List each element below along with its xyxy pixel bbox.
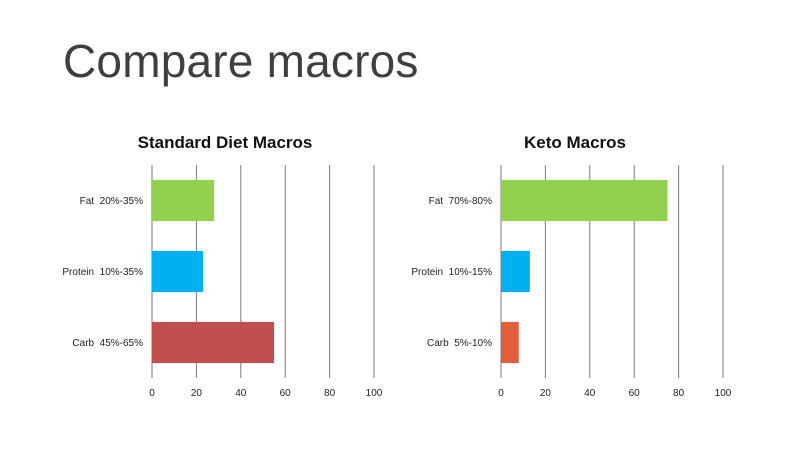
x-tick-label: 0 (149, 388, 155, 399)
category-label: Carb 5%-10% (427, 338, 492, 349)
bar (501, 179, 668, 222)
slide-title: Compare macros (63, 35, 419, 87)
bar (152, 250, 204, 293)
x-tick-label: 40 (584, 388, 596, 399)
x-tick-label: 40 (235, 388, 247, 399)
chart-title: Keto Macros (524, 133, 626, 152)
category-label: Fat 70%-80% (429, 196, 492, 207)
category-label: Carb 45%-65% (72, 338, 143, 349)
x-tick-label: 60 (280, 388, 292, 399)
chart-title: Standard Diet Macros (138, 133, 313, 152)
category-label: Fat 20%-35% (80, 196, 143, 207)
bar (152, 321, 275, 364)
chart-standard-diet-macros: Standard Diet Macros 0 20 40 60 80 100 Fat 20%… (62, 133, 382, 399)
category-label: Protein 10%-35% (62, 267, 143, 278)
x-tick-label: 60 (629, 388, 641, 399)
x-tick-label: 80 (673, 388, 685, 399)
bar (501, 321, 519, 364)
x-tick-label: 20 (540, 388, 552, 399)
x-tick-label: 20 (191, 388, 203, 399)
chart-keto-macros: Keto Macros 0 20 40 60 80 100 Fat 70%-80% Prote… (411, 133, 731, 399)
x-tick-label: 0 (498, 388, 504, 399)
bar (501, 250, 530, 293)
x-tick-label: 80 (324, 388, 336, 399)
bar (152, 179, 215, 222)
x-tick-label: 100 (366, 388, 383, 399)
x-tick-label: 100 (715, 388, 732, 399)
category-label: Protein 10%-15% (411, 267, 492, 278)
